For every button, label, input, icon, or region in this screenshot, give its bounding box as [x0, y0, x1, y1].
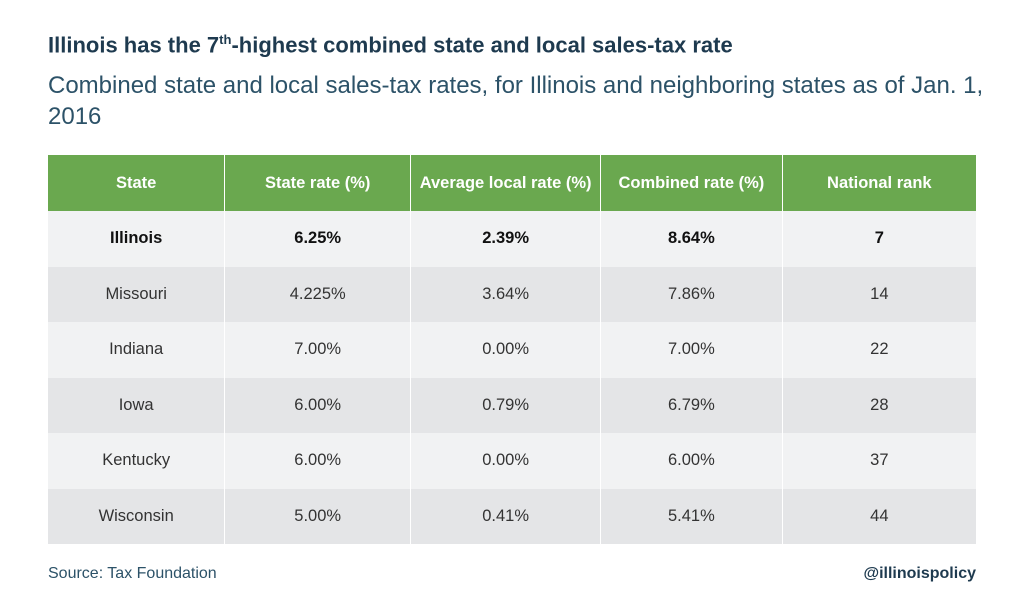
chart-title: Illinois has the 7th-highest combined st…	[48, 32, 733, 58]
title-prefix: Illinois has the 7	[48, 32, 220, 58]
chart-subtitle: Combined state and local sales-tax rates…	[48, 72, 984, 130]
table-body: Illinois 6.25% 2.39% 8.64% 7 Missouri 4.225% 3.…	[48, 211, 976, 544]
source-note: Source: Tax Foundation	[48, 565, 217, 582]
cell-average-local-rate: 0.00%	[410, 433, 602, 489]
header-combined-rate: Combined rate (%)	[600, 155, 783, 211]
cell-national-rank: 44	[782, 488, 976, 544]
title-suffix: -highest combined state and local sales-…	[231, 32, 733, 58]
cell-combined-rate: 6.79%	[600, 377, 783, 433]
cell-state-rate: 6.25%	[224, 211, 412, 267]
cell-average-local-rate: 0.79%	[410, 377, 602, 433]
cell-state-rate: 6.00%	[224, 377, 412, 433]
cell-combined-rate: 7.00%	[600, 322, 783, 378]
cell-national-rank: 37	[782, 433, 976, 489]
cell-average-local-rate: 3.64%	[410, 266, 602, 322]
table-row: Missouri 4.225% 3.64% 7.86% 14	[48, 266, 976, 322]
cell-state: Wisconsin	[48, 488, 226, 544]
cell-state: Kentucky	[48, 433, 226, 489]
table-row: Kentucky 6.00% 0.00% 6.00% 37	[48, 433, 976, 489]
cell-combined-rate: 6.00%	[600, 433, 783, 489]
header-row: State State rate (%) Average local rate …	[48, 155, 976, 211]
cell-national-rank: 28	[782, 377, 976, 433]
cell-average-local-rate: 2.39%	[410, 211, 602, 267]
cell-combined-rate: 5.41%	[600, 488, 783, 544]
cell-average-local-rate: 0.00%	[410, 322, 602, 378]
cell-state-rate: 5.00%	[224, 488, 412, 544]
cell-state-rate: 7.00%	[224, 322, 412, 378]
cell-state: Missouri	[48, 266, 226, 322]
cell-state: Illinois	[48, 211, 226, 267]
table-row: Indiana 7.00% 0.00% 7.00% 22	[48, 322, 976, 378]
header-state-rate: State rate (%)	[224, 155, 412, 211]
cell-state: Iowa	[48, 377, 226, 433]
cell-national-rank: 7	[782, 211, 976, 267]
cell-state-rate: 6.00%	[224, 433, 412, 489]
cell-combined-rate: 8.64%	[600, 211, 783, 267]
title-superscript: th	[219, 32, 232, 47]
header-state: State	[48, 155, 226, 211]
table-row: Wisconsin 5.00% 0.41% 5.41% 44	[48, 488, 976, 544]
cell-national-rank: 14	[782, 266, 976, 322]
table-row: Iowa 6.00% 0.79% 6.79% 28	[48, 377, 976, 433]
sales-tax-table: State State rate (%) Average local rate …	[48, 155, 976, 544]
social-handle: @illinoispolicy	[863, 565, 976, 582]
cell-combined-rate: 7.86%	[600, 266, 783, 322]
cell-state-rate: 4.225%	[224, 266, 412, 322]
cell-average-local-rate: 0.41%	[410, 488, 602, 544]
header-average-local-rate: Average local rate (%)	[410, 155, 602, 211]
table-row: Illinois 6.25% 2.39% 8.64% 7	[48, 211, 976, 267]
cell-national-rank: 22	[782, 322, 976, 378]
header-national-rank: National rank	[782, 155, 976, 211]
cell-state: Indiana	[48, 322, 226, 378]
